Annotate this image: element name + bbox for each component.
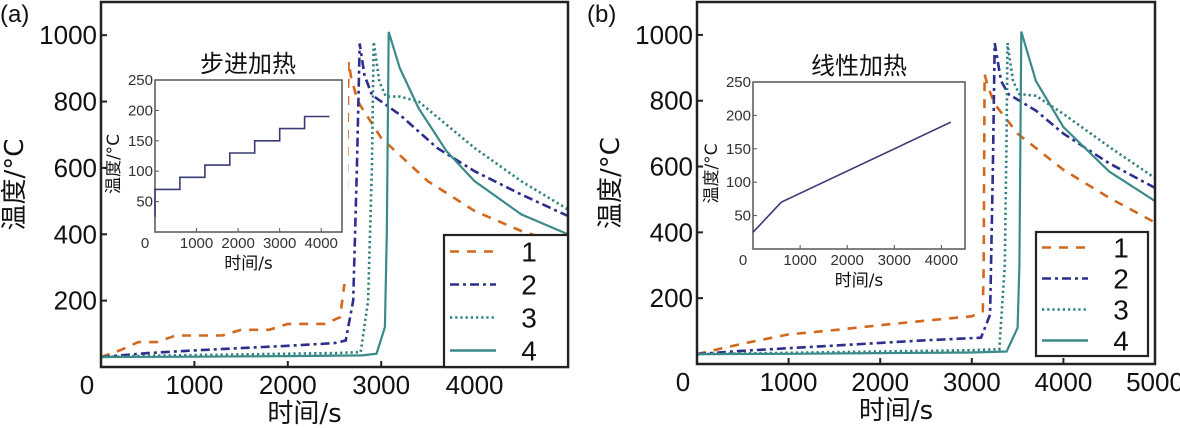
inset-y-tick-label: 50: [734, 208, 751, 225]
inset-x-tick-label: 2000: [831, 252, 864, 269]
x-tick-label: 3000: [352, 370, 410, 400]
inset-x-axis-title: 时间/s: [224, 254, 273, 274]
series-group: [697, 31, 1155, 356]
panel-label: (b): [587, 1, 616, 28]
inset-y-tick-label: 150: [726, 141, 751, 158]
inset-x-tick-label: 3000: [263, 235, 296, 252]
x-tick-label: 3000: [943, 367, 1001, 397]
series-line-1: [101, 61, 568, 359]
legend-box: [1034, 230, 1150, 358]
inset-x-tick-label: 0: [739, 252, 747, 269]
inset-x-tick-label: 1000: [783, 252, 816, 269]
y-tick-label: 1000: [635, 20, 693, 50]
x-tick-label: 0: [80, 370, 94, 400]
inset-y-tick-label: 250: [128, 72, 153, 89]
plot-frame: [695, 0, 1157, 366]
inset-x-tick-label: 4000: [925, 252, 958, 269]
y-tick-label: 600: [650, 152, 693, 182]
x-axis-title: 时间/s: [267, 399, 341, 428]
series-group: [101, 31, 568, 359]
x-tick-label: 1000: [760, 367, 818, 397]
series-line-4: [101, 31, 568, 359]
legend-label: 3: [521, 303, 537, 334]
inset-title: 线性加热: [811, 52, 907, 80]
inset-x-tick-label: 2000: [221, 235, 254, 252]
series-line-3: [101, 41, 568, 359]
plot-frame: [99, 0, 570, 369]
series-line-1: [697, 74, 1155, 356]
panel-label: (a): [0, 1, 29, 28]
x-tick-label: 4000: [446, 370, 504, 400]
inset-title: 步进加热: [200, 50, 296, 78]
inset-y-tick-label: 150: [128, 133, 153, 150]
series-line-4: [697, 31, 1155, 356]
inset-y-axis-title: 温度/°C: [104, 134, 124, 194]
legend-label: 3: [1113, 295, 1129, 326]
x-tick-label: 4000: [1034, 367, 1092, 397]
x-tick-label: 1000: [165, 370, 223, 400]
y-tick-label: 800: [650, 86, 693, 116]
inset-y-axis-title: 温度/°C: [702, 143, 722, 203]
inset-series-line: [154, 115, 330, 217]
y-tick-label: 800: [54, 87, 97, 117]
inset-series-line: [752, 121, 952, 233]
y-axis-title: 温度/°C: [0, 139, 30, 231]
x-axis-title: 时间/s: [859, 396, 933, 426]
x-tick-label: 0: [676, 367, 690, 397]
inset-y-tick-label: 200: [128, 102, 153, 119]
inset-x-tick-label: 1000: [180, 235, 213, 252]
panel-a: (a)0 1000 2000 3000 40002004006008001000时间/s…: [0, 0, 570, 428]
inset-frame: [154, 79, 343, 233]
legend-label: 2: [521, 270, 537, 301]
y-axis-title: 温度/°C: [596, 137, 626, 229]
legend-label: 1: [1113, 233, 1129, 264]
y-tick-label: 400: [650, 217, 693, 247]
inset-y-tick-label: 100: [726, 174, 751, 191]
legend-label: 1: [521, 237, 537, 268]
y-tick-label: 200: [650, 283, 693, 313]
inset-x-tick-label: 3000: [878, 252, 911, 269]
x-tick-label: 2000: [851, 367, 909, 397]
y-tick-label: 1000: [39, 20, 97, 50]
inset-y-tick-label: 250: [726, 74, 751, 91]
series-line-2: [697, 42, 1155, 356]
legend-label: 4: [521, 336, 537, 367]
y-tick-label: 200: [54, 286, 97, 316]
inset-x-axis-title: 时间/s: [835, 271, 884, 291]
y-tick-label: 600: [54, 153, 97, 183]
inset-x-tick-label: 4000: [305, 235, 338, 252]
series-line-3: [697, 42, 1155, 356]
legend-label: 2: [1113, 264, 1129, 295]
inset-x-tick-label: 0: [141, 235, 149, 252]
y-tick-label: 400: [54, 219, 97, 249]
x-tick-label: 5000: [1126, 367, 1180, 397]
inset-y-tick-label: 50: [136, 194, 153, 211]
panel-b: (b)0 1000 2000 3000 4000 50002004006008001000…: [587, 0, 1180, 426]
legend-box: [442, 233, 570, 369]
legend-label: 4: [1113, 326, 1129, 357]
x-tick-label: 2000: [259, 370, 317, 400]
inset-y-tick-label: 200: [726, 107, 751, 124]
inset-y-tick-label: 100: [128, 163, 153, 180]
